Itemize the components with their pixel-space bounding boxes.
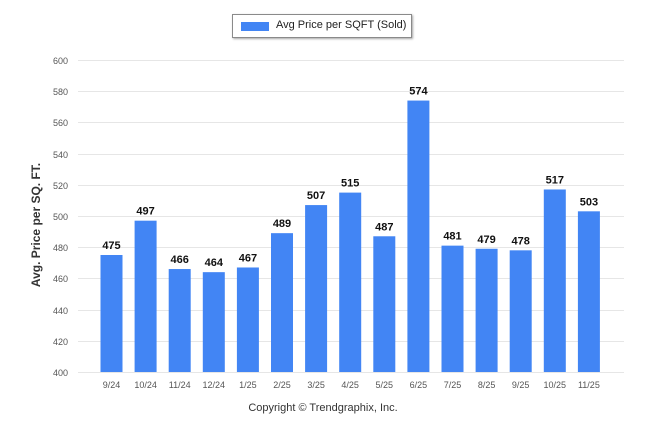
y-tick-label: 420 [53,337,68,347]
x-tick-label: 4/25 [341,380,359,390]
x-tick-label: 8/25 [478,380,496,390]
x-tick-label: 1/25 [239,380,257,390]
bar-3-25[interactable] [305,205,328,372]
x-tick-label: 7/25 [444,380,462,390]
y-axis-title: Avg. Price per SQ. FT. [29,162,43,288]
bar-value-label: 503 [580,196,598,208]
bar-2-25[interactable] [271,233,293,372]
y-tick-label: 500 [53,212,68,222]
bar-value-label: 507 [307,190,325,202]
y-tick-label: 520 [53,181,68,191]
bar-value-label: 466 [171,254,189,266]
x-tick-label: 5/25 [376,380,394,390]
bar-4-25[interactable] [339,192,362,372]
bar-10-24[interactable] [134,220,157,372]
legend-label: Avg Price per SQFT (Sold) [276,19,407,31]
y-tick-label: 540 [53,150,68,160]
x-tick-label: 3/25 [307,380,325,390]
legend-swatch [241,22,269,31]
bar-6-25[interactable] [407,100,430,372]
x-tick-label: 12/24 [203,380,226,390]
bar-1-25[interactable] [236,267,259,372]
bar-5-25[interactable] [373,236,396,372]
x-tick-label: 10/25 [544,380,567,390]
bar-7-25[interactable] [441,245,464,372]
x-tick-label: 9/24 [103,380,121,390]
y-tick-label: 580 [53,87,68,97]
bar-value-label: 478 [512,235,530,247]
y-tick-label: 440 [53,306,68,316]
x-tick-label: 2/25 [273,380,291,390]
copyright-text: Copyright © Trendgraphix, Inc. [248,402,398,414]
y-tick-label: 480 [53,243,68,253]
bar-value-label: 489 [273,218,291,230]
x-tick-label: 9/25 [512,380,530,390]
y-tick-label: 400 [53,368,68,378]
bar-value-label: 517 [546,174,564,186]
bar-11-25[interactable] [577,211,600,372]
bar-value-label: 467 [239,252,257,264]
bar-value-label: 497 [136,206,154,218]
bar-value-label: 475 [102,240,120,252]
bar-value-label: 479 [477,234,495,246]
x-tick-label: 11/25 [578,380,600,390]
bar-10-25[interactable] [543,189,566,372]
legend[interactable]: Avg Price per SQFT (Sold) [232,14,412,38]
y-tick-labels: 400 420 440 460 480 500 520 540 560 580 600 [53,56,68,378]
bar-12-24[interactable] [202,272,225,372]
y-tick-label: 560 [53,118,68,128]
bar-value-labels: 475 497 466 464 467 489 507 515 487 574 481 479 478 5… [102,86,598,270]
bars [100,100,600,372]
bar-value-label: 574 [409,86,428,98]
bar-value-label: 481 [443,231,461,243]
x-tick-label: 6/25 [410,380,428,390]
bar-11-24[interactable] [168,269,191,372]
bar-9-25[interactable] [509,250,532,372]
x-tick-label: 11/24 [169,380,191,390]
y-tick-label: 600 [53,56,68,66]
bar-9-24[interactable] [100,255,123,372]
x-tick-label: 10/24 [134,380,157,390]
y-tick-label: 460 [53,274,68,284]
x-tick-labels: 9/24 10/24 11/24 12/24 1/25 2/25 3/25 4/25 5/25 6… [103,380,600,390]
bar-value-label: 464 [205,257,224,269]
bar-8-25[interactable] [475,248,498,372]
bar-value-label: 487 [375,221,393,233]
bar-value-label: 515 [341,178,359,190]
